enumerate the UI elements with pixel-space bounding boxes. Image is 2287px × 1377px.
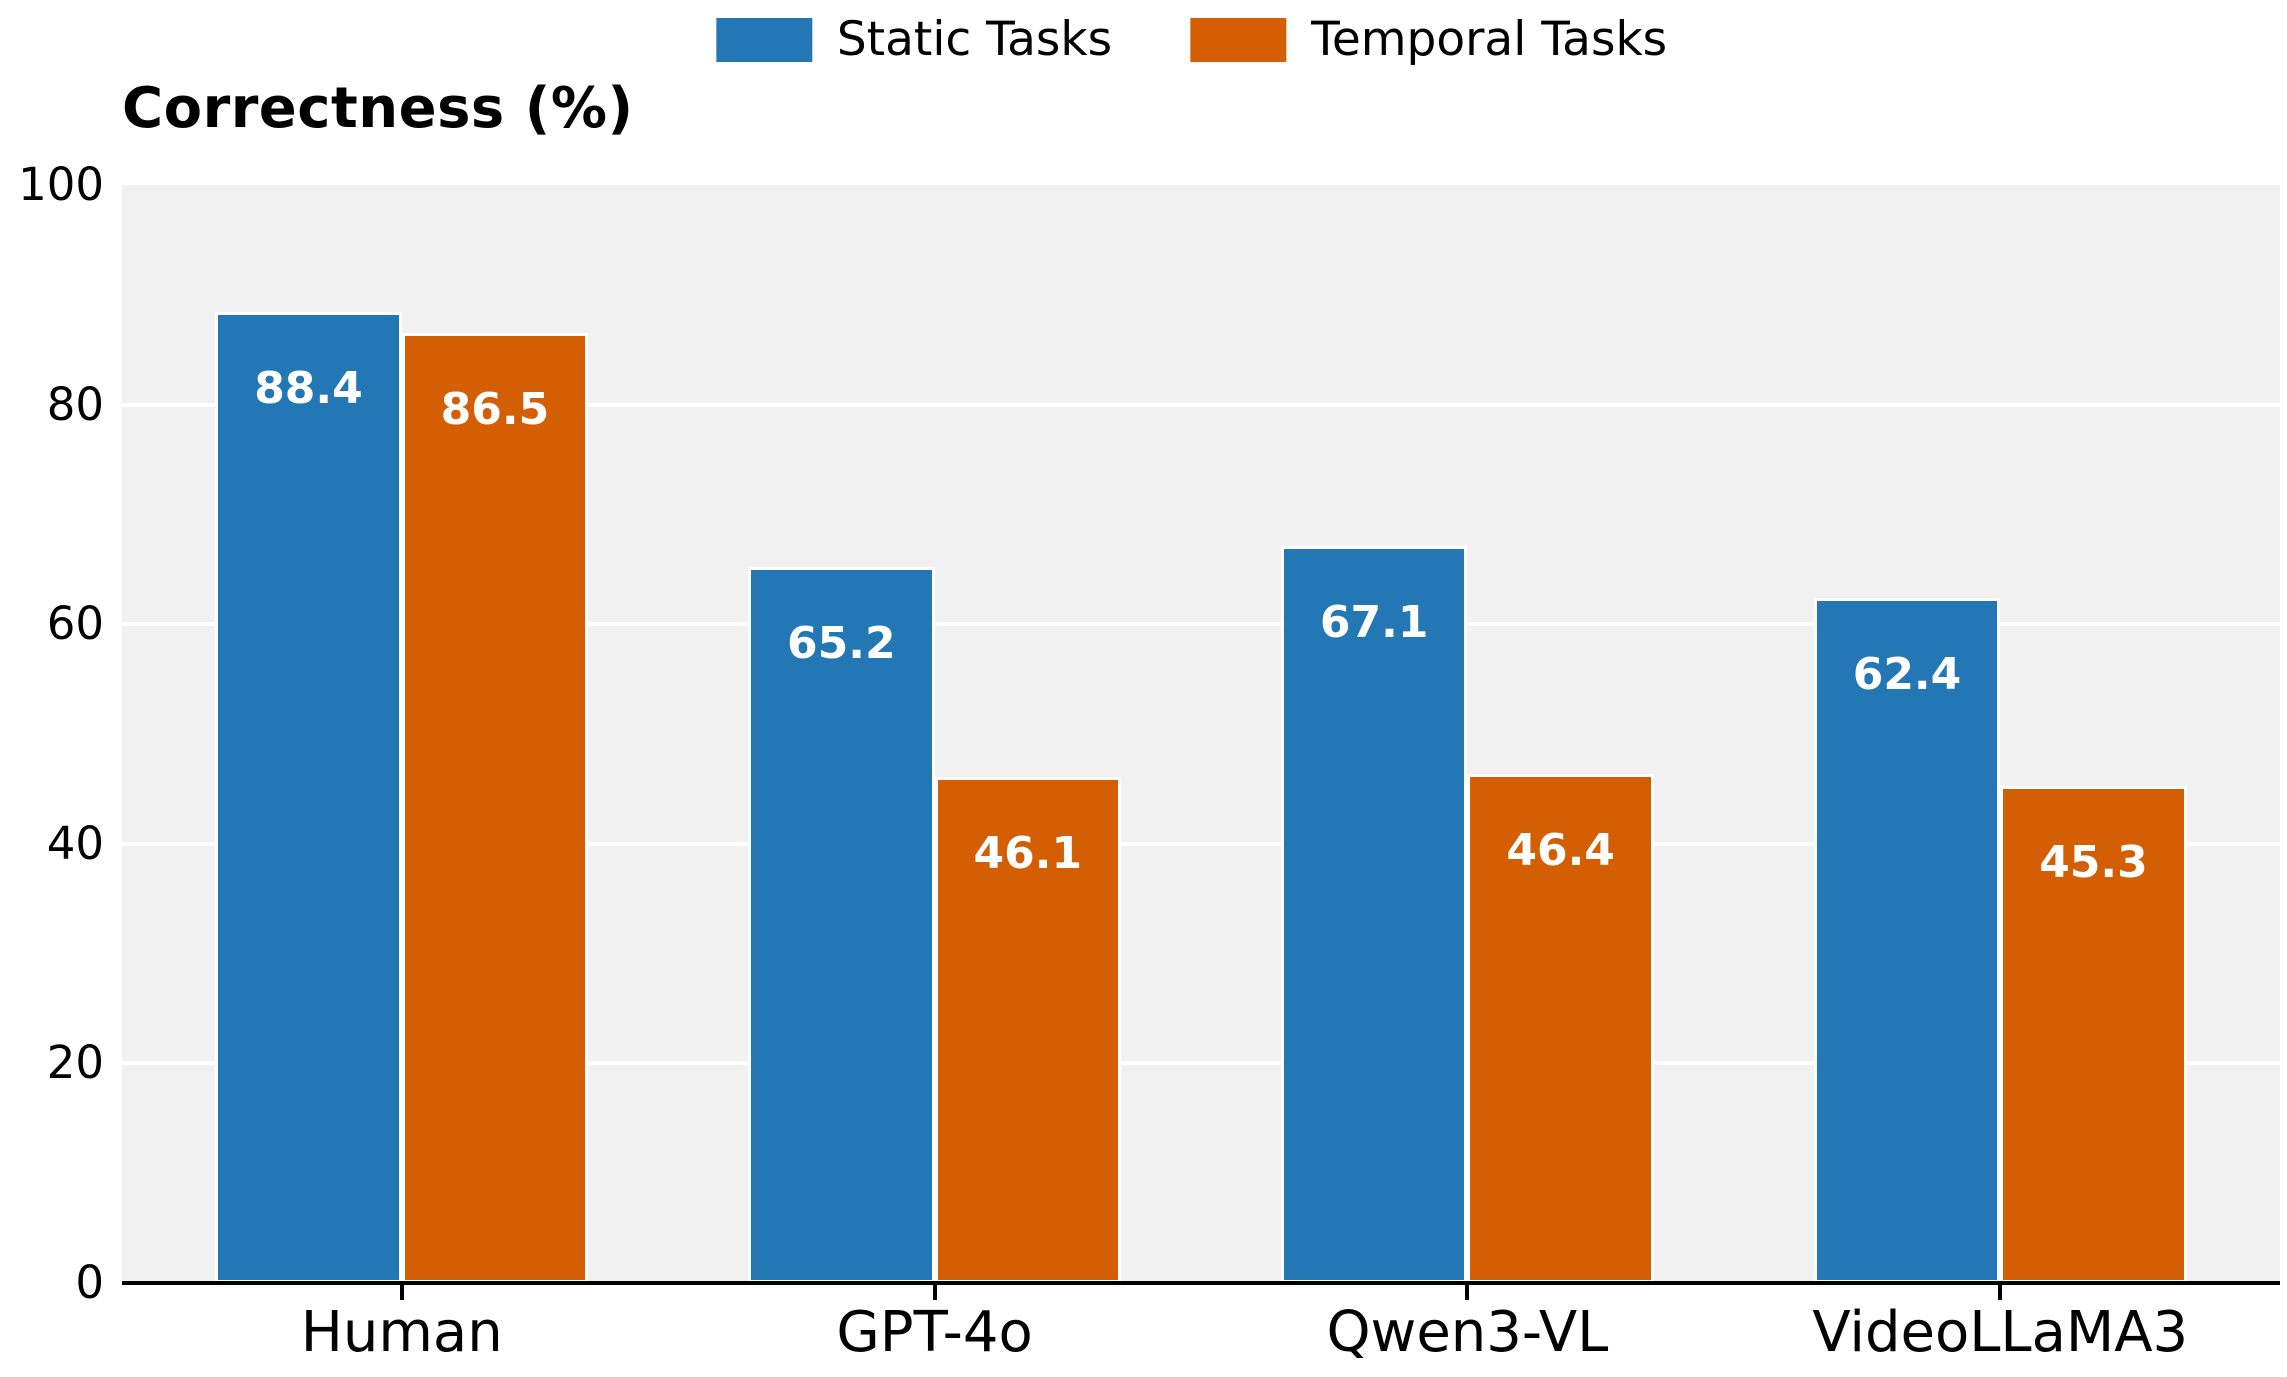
bar-value-label: 46.4	[1506, 824, 1615, 876]
bar-temporal-tasks-videollama3: 45.3	[2000, 785, 2187, 1283]
bar-static-tasks-gpt-4o: 65.2	[748, 567, 935, 1283]
legend-label: Static Tasks	[836, 12, 1113, 67]
x-tick-label-videollama3: VideoLLaMA3	[1812, 1300, 2189, 1365]
bar-value-label: 67.1	[1319, 597, 1429, 649]
gridline-20	[122, 1061, 2280, 1066]
x-tick-label-gpt-4o: GPT-4o	[836, 1300, 1033, 1365]
bar-group-gpt-4o: 65.2 46.1	[748, 567, 1122, 1283]
bar-value-label: 45.3	[2039, 836, 2148, 888]
bar-group-qwen3-vl: 67.1 46.4	[1280, 546, 1654, 1283]
legend-swatch-icon	[1190, 17, 1287, 62]
gridline-60	[122, 622, 2280, 627]
gridline-40	[122, 841, 2280, 846]
bar-value-label: 86.5	[440, 384, 550, 436]
bar-static-tasks-qwen3-vl: 67.1	[1280, 546, 1468, 1283]
legend-item-static-tasks: Static Tasks	[715, 12, 1113, 67]
bar-static-tasks-human: 88.4	[215, 312, 402, 1283]
bar-temporal-tasks-qwen3-vl: 46.4	[1467, 773, 1654, 1283]
bar-value-label: 65.2	[787, 618, 896, 670]
legend-swatch-icon	[715, 17, 812, 62]
bar-value-label: 46.1	[973, 827, 1083, 879]
bar-group-videollama3: 62.4 45.3	[1813, 597, 2187, 1283]
x-tick-mark-videollama3	[1998, 1285, 2003, 1300]
gridline-80	[122, 402, 2280, 407]
y-tick-label-100: 100	[18, 158, 104, 211]
y-tick-label-60: 60	[46, 597, 104, 651]
chart-title: Correctness (%)	[122, 76, 634, 141]
bar-temporal-tasks-human: 86.5	[401, 333, 589, 1283]
x-tick-mark-gpt-4o	[932, 1285, 937, 1300]
plot-area: 88.4 86.5 65.2 46.1 67.1 46.4 62.4 45.3	[122, 185, 2280, 1283]
legend-item-temporal-tasks: Temporal Tasks	[1190, 12, 1667, 67]
x-tick-mark-qwen3-vl	[1465, 1285, 1470, 1300]
y-tick-label-40: 40	[46, 816, 104, 870]
bar-group-human: 88.4 86.5	[215, 312, 589, 1283]
y-tick-label-80: 80	[46, 377, 104, 431]
bar-value-label: 88.4	[254, 363, 363, 415]
bar-static-tasks-videollama3: 62.4	[1813, 597, 2001, 1283]
x-tick-label-qwen3-vl: Qwen3-VL	[1326, 1300, 1609, 1365]
y-tick-label-0: 0	[75, 1256, 104, 1309]
x-tick-label-human: Human	[300, 1300, 503, 1365]
bar-temporal-tasks-gpt-4o: 46.1	[934, 776, 1122, 1283]
x-axis-line	[122, 1281, 2280, 1285]
x-tick-mark-human	[399, 1285, 404, 1300]
y-tick-label-20: 20	[46, 1036, 104, 1090]
legend: Static Tasks Temporal Tasks	[715, 12, 1667, 67]
legend-label: Temporal Tasks	[1311, 12, 1668, 67]
bar-value-label: 62.4	[1852, 648, 1962, 700]
